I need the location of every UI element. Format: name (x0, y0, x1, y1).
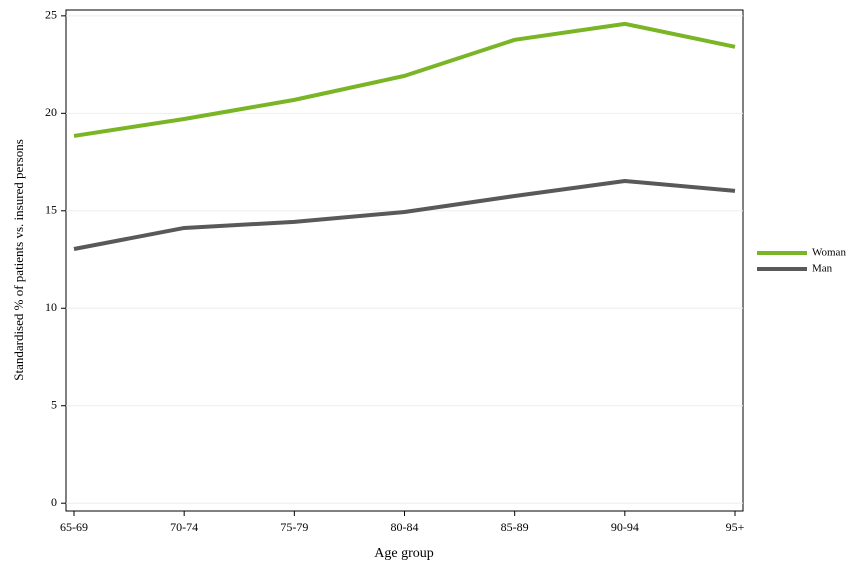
x-tick-label: 80-84 (391, 520, 419, 534)
y-tick-label: 5 (51, 397, 57, 411)
plot-frame (65, 9, 744, 512)
y-tick-label: 15 (45, 203, 57, 217)
y-tick-label: 10 (45, 300, 57, 314)
y-axis-label: Standardised % of patients vs. insured p… (11, 139, 26, 381)
line-series (73, 21, 736, 138)
legend-label: Woman (812, 247, 846, 259)
x-tick-label: 95+ (726, 520, 745, 534)
x-tick-label: 90-94 (611, 520, 639, 534)
y-tick-label: 25 (45, 8, 57, 22)
x-tick-label: 85-89 (501, 520, 529, 534)
x-tick-label: 75-79 (280, 520, 308, 534)
x-tick-label: 65-69 (60, 520, 88, 534)
legend-label: Man (812, 263, 833, 275)
y-tick-label: 20 (45, 105, 57, 119)
line-series (73, 178, 736, 251)
y-tick-label: 0 (51, 495, 57, 509)
x-axis-label: Age group (374, 546, 434, 561)
x-tick-label: 70-74 (170, 520, 198, 534)
